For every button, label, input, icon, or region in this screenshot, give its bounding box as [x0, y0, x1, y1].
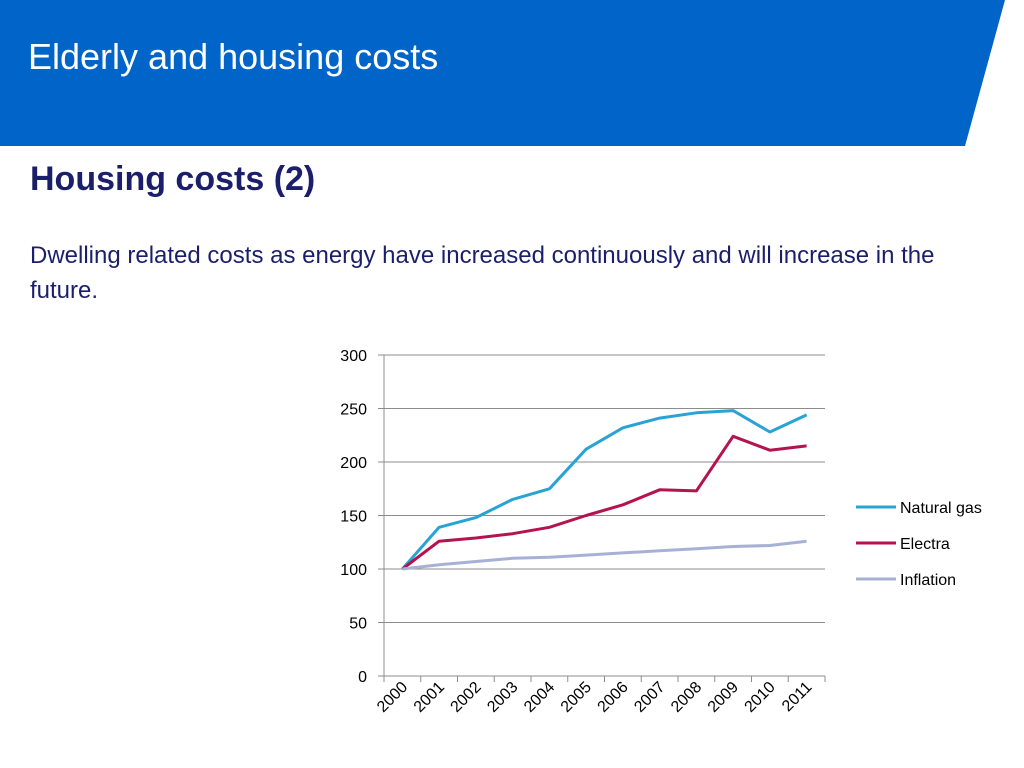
y-tick-label: 100 [340, 562, 367, 579]
x-tick-label: 2004 [521, 679, 558, 716]
legend-label: Inflation [900, 572, 956, 589]
slide-title: Elderly and housing costs [28, 36, 439, 77]
section-heading: Housing costs (2) [30, 160, 316, 198]
y-tick-label: 250 [340, 402, 367, 419]
chart-legend: Natural gas Electra Inflation [856, 500, 982, 589]
x-tick-label: 2002 [448, 679, 485, 716]
y-tick-label: 150 [340, 509, 367, 526]
chart-series [401, 409, 808, 571]
x-tick-label: 2001 [411, 679, 448, 716]
y-tick-label: 300 [340, 348, 367, 365]
y-tick-label: 50 [349, 616, 367, 633]
legend-label: Electra [900, 536, 950, 553]
x-tick-label: 2009 [705, 679, 742, 716]
y-tick-labels: 0 50 100 150 200 250 300 [340, 348, 367, 686]
chart-grid [384, 354, 825, 623]
x-tick-label: 2011 [779, 679, 815, 715]
x-tick-label: 2003 [484, 679, 521, 716]
header-band-shape [0, 0, 1005, 146]
chart-axes [378, 354, 826, 682]
header-band [0, 0, 1005, 146]
series-line [401, 434, 807, 571]
x-tick-label: 2000 [374, 679, 411, 716]
x-tick-label: 2010 [742, 679, 779, 716]
legend-label: Natural gas [900, 500, 982, 517]
x-tick-label: 2007 [631, 679, 668, 716]
x-tick-label: 2008 [668, 679, 705, 716]
y-tick-label: 0 [358, 669, 367, 686]
x-tick-label: 2005 [558, 679, 595, 716]
x-tick-labels: 2000 2001 2002 2003 2004 2005 2006 2007 2008 2009… [374, 679, 816, 716]
series-line [402, 539, 807, 571]
y-tick-label: 200 [340, 455, 367, 472]
series-line [401, 409, 808, 570]
body-text: Dwelling related costs as energy have in… [30, 242, 935, 304]
x-tick-label: 2006 [595, 679, 632, 716]
